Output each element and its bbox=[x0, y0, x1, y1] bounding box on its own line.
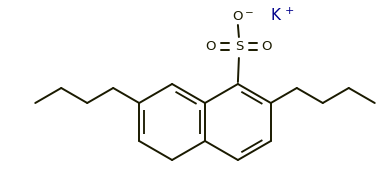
Text: S: S bbox=[235, 40, 243, 53]
Text: O: O bbox=[262, 40, 272, 53]
Text: O: O bbox=[233, 10, 243, 23]
Text: +: + bbox=[285, 6, 295, 16]
Text: −: − bbox=[245, 8, 253, 18]
Text: K: K bbox=[271, 9, 281, 23]
Text: O: O bbox=[205, 40, 216, 53]
